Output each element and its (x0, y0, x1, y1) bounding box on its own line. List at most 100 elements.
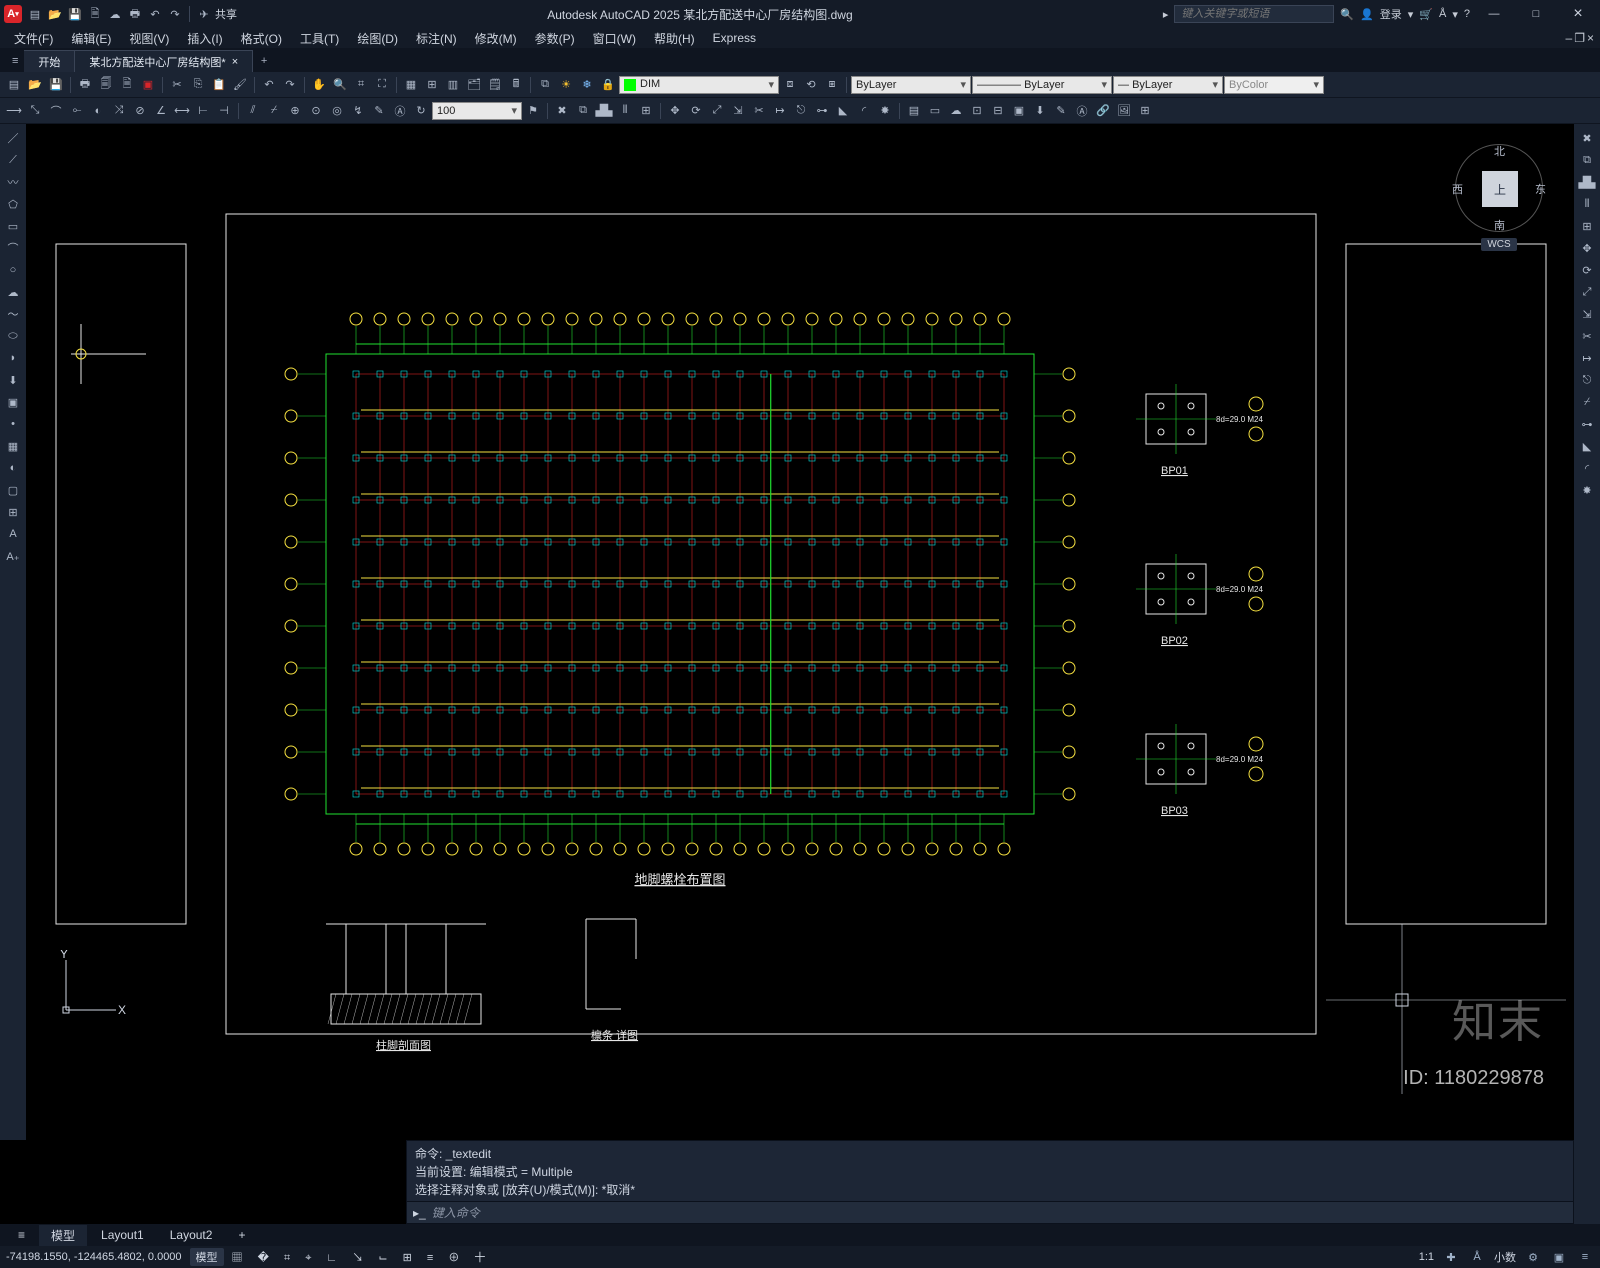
redo-icon[interactable]: ↷ (166, 5, 184, 23)
mod-scale-icon[interactable]: ⤢ (707, 101, 727, 121)
block-icon[interactable]: ▣ (1009, 101, 1029, 121)
cart-icon[interactable]: 🛒 (1419, 8, 1433, 21)
tb-open-icon[interactable]: 📂 (25, 75, 45, 95)
makeblk-icon[interactable]: ▣ (3, 392, 23, 412)
share-label[interactable]: 共享 (215, 6, 237, 22)
r-offset-icon[interactable]: ⫴ (1577, 194, 1597, 214)
dim-ang-icon[interactable]: ∠ (151, 101, 171, 121)
save-icon[interactable]: 💾 (66, 5, 84, 23)
revcloud2-icon[interactable]: ☁ (3, 282, 23, 302)
doc-minimize-icon[interactable]: – (1566, 31, 1573, 45)
spline-icon[interactable]: 〜 (3, 304, 23, 324)
document-tab[interactable]: 某北方配送中心厂房结构图* × (75, 50, 253, 72)
r-chamfer-icon[interactable]: ◣ (1577, 436, 1597, 456)
menu-format[interactable]: 格式(O) (233, 29, 290, 48)
r-explode-icon[interactable]: ✸ (1577, 480, 1597, 500)
tb-markup-icon[interactable]: 🗒 (485, 75, 505, 95)
dim-arc-icon[interactable]: ⌒ (46, 101, 66, 121)
r-mirror-icon[interactable]: ▟▙ (1577, 172, 1597, 192)
region-icon[interactable]: ▢ (3, 480, 23, 500)
tb-layiso-icon[interactable]: ⧆ (822, 75, 842, 95)
revcloud-icon[interactable]: ☁ (946, 101, 966, 121)
start-tab[interactable]: 开始 (24, 50, 75, 72)
mod-mirror-icon[interactable]: ▟▙ (594, 101, 614, 121)
mod-join-icon[interactable]: ⊶ (812, 101, 832, 121)
wipeout-icon[interactable]: ▭ (925, 101, 945, 121)
table-icon[interactable]: ⊞ (3, 502, 23, 522)
mod-array-icon[interactable]: ⊞ (636, 101, 656, 121)
dimtedit-icon[interactable]: Ⓐ (390, 101, 410, 121)
addsel-icon[interactable]: A₊ (3, 546, 23, 566)
r-rotate-icon[interactable]: ⟳ (1577, 260, 1597, 280)
r-copy-icon[interactable]: ⧉ (1577, 150, 1597, 170)
circle-icon[interactable]: ○ (3, 260, 23, 280)
r-breakpt-icon[interactable]: ⎋ (1577, 370, 1597, 390)
tb-freeze-icon[interactable]: ❄ (577, 75, 597, 95)
menu-edit[interactable]: 编辑(E) (63, 29, 119, 48)
tb-ssm-icon[interactable]: 🗂 (464, 75, 484, 95)
tb-zoomwin-icon[interactable]: ⌗ (351, 75, 371, 95)
menu-insert[interactable]: 插入(I) (179, 29, 230, 48)
app-tabs-menu[interactable]: ≡ (6, 50, 24, 72)
rectangle-icon[interactable]: ▭ (3, 216, 23, 236)
menu-parametric[interactable]: 参数(P) (527, 29, 583, 48)
r-extend-icon[interactable]: ↦ (1577, 348, 1597, 368)
hatch-icon[interactable]: ▦ (3, 436, 23, 456)
dimstyle-icon[interactable]: ⚑ (523, 101, 543, 121)
mod-extend-icon[interactable]: ↦ (770, 101, 790, 121)
coords-readout[interactable]: -74198.1550, -124465.4802, 0.0000 (6, 1251, 182, 1263)
tb-lock-icon[interactable]: 🔒 (598, 75, 618, 95)
menu-tools[interactable]: 工具(T) (292, 29, 347, 48)
menu-express[interactable]: Express (705, 30, 764, 46)
mod-copy-icon[interactable]: ⧉ (573, 101, 593, 121)
tb-zoomext-icon[interactable]: ⛶ (372, 75, 392, 95)
app-menu-icon[interactable]: A▾ (4, 5, 22, 23)
insert-icon[interactable]: ⬇ (1030, 101, 1050, 121)
menu-help[interactable]: 帮助(H) (646, 29, 703, 48)
doc-restore-icon[interactable]: ❐ (1574, 31, 1585, 45)
point-icon[interactable]: • (3, 414, 23, 434)
units-label[interactable]: 小数 (1494, 1249, 1516, 1265)
lineweight-dropdown[interactable]: ― ByLayer▾ (1113, 76, 1223, 94)
layout-tab-2[interactable]: Layout2 (158, 1226, 225, 1244)
share-icon[interactable]: ✈ (195, 5, 213, 23)
tb-layermgr-icon[interactable]: ⧉ (535, 75, 555, 95)
new-icon[interactable]: ▤ (26, 5, 44, 23)
document-tab-close-icon[interactable]: × (232, 56, 238, 68)
search-arrow-icon[interactable]: ▸ (1163, 8, 1169, 21)
mod-chamfer-icon[interactable]: ◣ (833, 101, 853, 121)
drawing-canvas[interactable]: 地脚螺栓布置图BP018d=29.0 M24BP028d=29.0 M24BP0… (26, 124, 1574, 1140)
tb-redo-icon[interactable]: ↷ (280, 75, 300, 95)
view-cube[interactable]: 上 北 南 西 东 WCS (1454, 144, 1544, 264)
tb-qcalc-icon[interactable]: 🖩 (506, 75, 526, 95)
dim-jog-icon[interactable]: ⤨ (109, 101, 129, 121)
close-button[interactable]: × (1560, 0, 1596, 28)
command-resize-handle[interactable] (1574, 1140, 1600, 1224)
tb-3ddwf-icon[interactable]: ▣ (138, 75, 158, 95)
menu-file[interactable]: 文件(F) (6, 29, 61, 48)
open-icon[interactable]: 📂 (46, 5, 64, 23)
space-label[interactable]: 模型 (190, 1248, 224, 1266)
jogline-icon[interactable]: ↯ (348, 101, 368, 121)
tb-undo-icon[interactable]: ↶ (259, 75, 279, 95)
tb-match-icon[interactable]: 🖌 (230, 75, 250, 95)
help-search-input[interactable] (1174, 5, 1334, 23)
bedit-icon[interactable]: ✎ (1051, 101, 1071, 121)
tb-save-icon[interactable]: 💾 (46, 75, 66, 95)
anno-vis-icon[interactable]: ✚ (1442, 1248, 1460, 1266)
tb-paste-icon[interactable]: 📋 (209, 75, 229, 95)
r-scale-icon[interactable]: ⤢ (1577, 282, 1597, 302)
tb-cut-icon[interactable]: ✂ (167, 75, 187, 95)
tb-layprev-icon[interactable]: ⟲ (801, 75, 821, 95)
line-icon[interactable]: ／ (3, 128, 23, 148)
dim-radius-icon[interactable]: ◐ (88, 101, 108, 121)
dim-ord-icon[interactable]: ⟜ (67, 101, 87, 121)
mod-move-icon[interactable]: ✥ (665, 101, 685, 121)
command-history[interactable]: 命令: _textedit 当前设置: 编辑模式 = Multiple 选择注释… (406, 1140, 1574, 1202)
r-trim-icon[interactable]: ✂ (1577, 326, 1597, 346)
polygon-icon[interactable]: ⬠ (3, 194, 23, 214)
menu-draw[interactable]: 绘图(D) (349, 29, 406, 48)
signin-icon[interactable]: 👤 (1360, 8, 1374, 21)
viewcube-wcs[interactable]: WCS (1481, 238, 1516, 251)
menu-view[interactable]: 视图(V) (121, 29, 177, 48)
